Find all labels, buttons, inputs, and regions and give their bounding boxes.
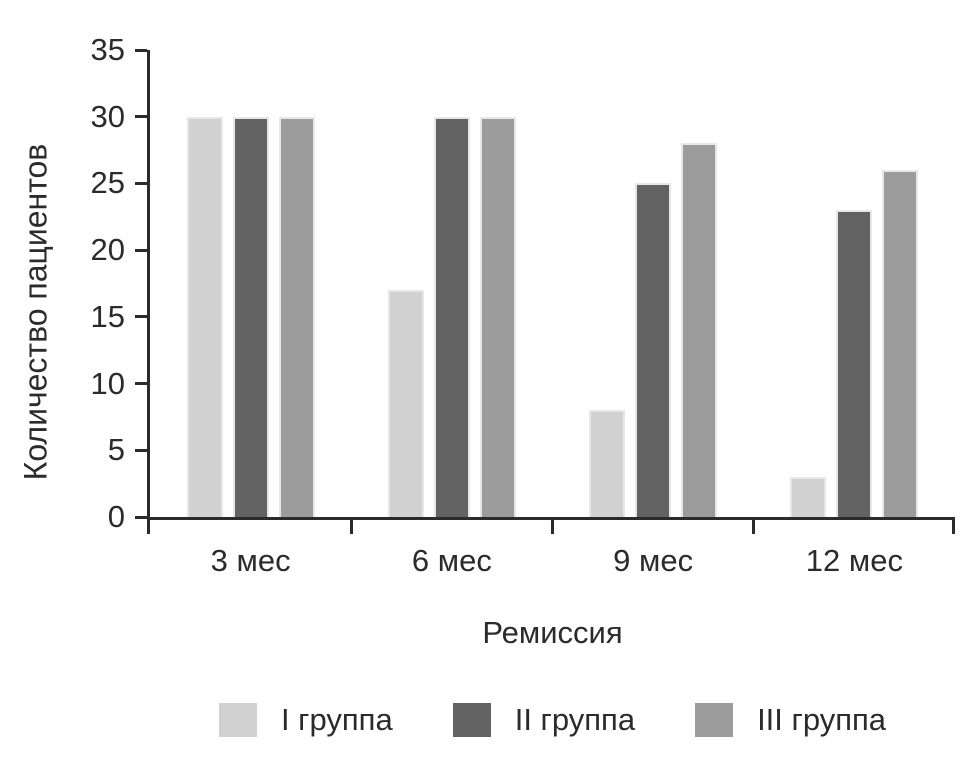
- bar-2-12-мес: [836, 210, 873, 517]
- bar-3-12-мес: [882, 170, 919, 517]
- x-axis-title: Ремиссия: [482, 615, 623, 650]
- x-category-label: 9 мес: [613, 543, 694, 578]
- bar-3-9-мес: [681, 143, 718, 517]
- legend-swatch: [695, 703, 734, 737]
- y-tick-label: 5: [107, 432, 125, 468]
- y-tick-label: 15: [90, 298, 125, 334]
- legend-swatch: [218, 703, 257, 737]
- bar-1-6-мес: [387, 290, 424, 517]
- legend-item-3: III группа: [695, 703, 886, 737]
- plot-area: 0 5 10 15 20 25 30 35: [91, 34, 955, 534]
- legend-item-2: II группа: [452, 702, 636, 737]
- y-tick-mark: [135, 248, 147, 252]
- y-axis-line: [147, 50, 150, 534]
- x-axis-line: [147, 517, 955, 520]
- y-tick-mark: [135, 115, 147, 119]
- legend-label: I группа: [280, 702, 393, 737]
- x-category-label: 12 мес: [805, 543, 903, 578]
- bar-1-9-мес: [589, 410, 626, 517]
- bar-3-3-мес: [278, 116, 315, 517]
- legend: I группа II группа III группа: [150, 703, 955, 737]
- bar-1-12-мес: [790, 476, 827, 517]
- legend-item-1: I группа: [218, 702, 393, 737]
- legend-label: III группа: [757, 702, 887, 737]
- y-tick-mark: [135, 448, 147, 452]
- y-tick-label: 25: [90, 165, 125, 201]
- bar-2-9-мес: [635, 183, 672, 517]
- y-tick-mark: [135, 181, 147, 185]
- bar-3-6-мес: [479, 116, 516, 517]
- bar-2-6-мес: [433, 116, 470, 517]
- legend-label: II группа: [514, 702, 636, 737]
- legend-swatch: [452, 703, 491, 737]
- y-tick-label: 35: [90, 32, 125, 67]
- y-tick-mark: [135, 315, 147, 319]
- x-tick-mark: [551, 520, 554, 534]
- y-tick-label: 20: [90, 232, 125, 268]
- y-tick-label: 0: [107, 499, 125, 534]
- y-tick-label: 30: [90, 98, 125, 134]
- x-tick-mark: [752, 520, 756, 534]
- bar-1-3-мес: [186, 116, 223, 517]
- x-tick-mark: [952, 520, 955, 534]
- x-category-label: 3 мес: [210, 543, 291, 578]
- x-category-label: 6 мес: [411, 543, 492, 578]
- bar-2-3-мес: [232, 116, 269, 517]
- y-tick-mark: [135, 48, 147, 52]
- y-tick-mark: [135, 515, 147, 519]
- y-tick-label: 10: [90, 365, 125, 401]
- x-tick-mark: [349, 520, 353, 534]
- x-axis-labels: 3 мес 6 мес 9 мес 12 мес: [150, 543, 955, 583]
- y-tick-mark: [135, 382, 147, 386]
